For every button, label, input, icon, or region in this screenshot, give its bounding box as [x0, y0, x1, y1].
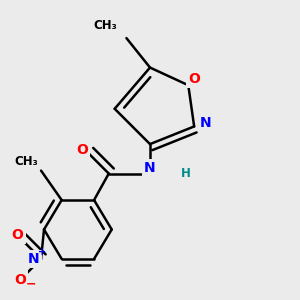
Text: O: O	[14, 273, 26, 286]
Text: O: O	[188, 72, 200, 86]
Text: O: O	[76, 143, 88, 157]
Text: CH₃: CH₃	[94, 19, 118, 32]
Text: −: −	[26, 278, 36, 290]
Text: CH₃: CH₃	[14, 155, 38, 168]
Text: +: +	[38, 248, 46, 257]
Text: N: N	[144, 161, 156, 175]
Text: N: N	[200, 116, 212, 130]
Text: N: N	[28, 252, 40, 266]
Text: H: H	[181, 167, 191, 180]
Text: O: O	[12, 228, 23, 242]
